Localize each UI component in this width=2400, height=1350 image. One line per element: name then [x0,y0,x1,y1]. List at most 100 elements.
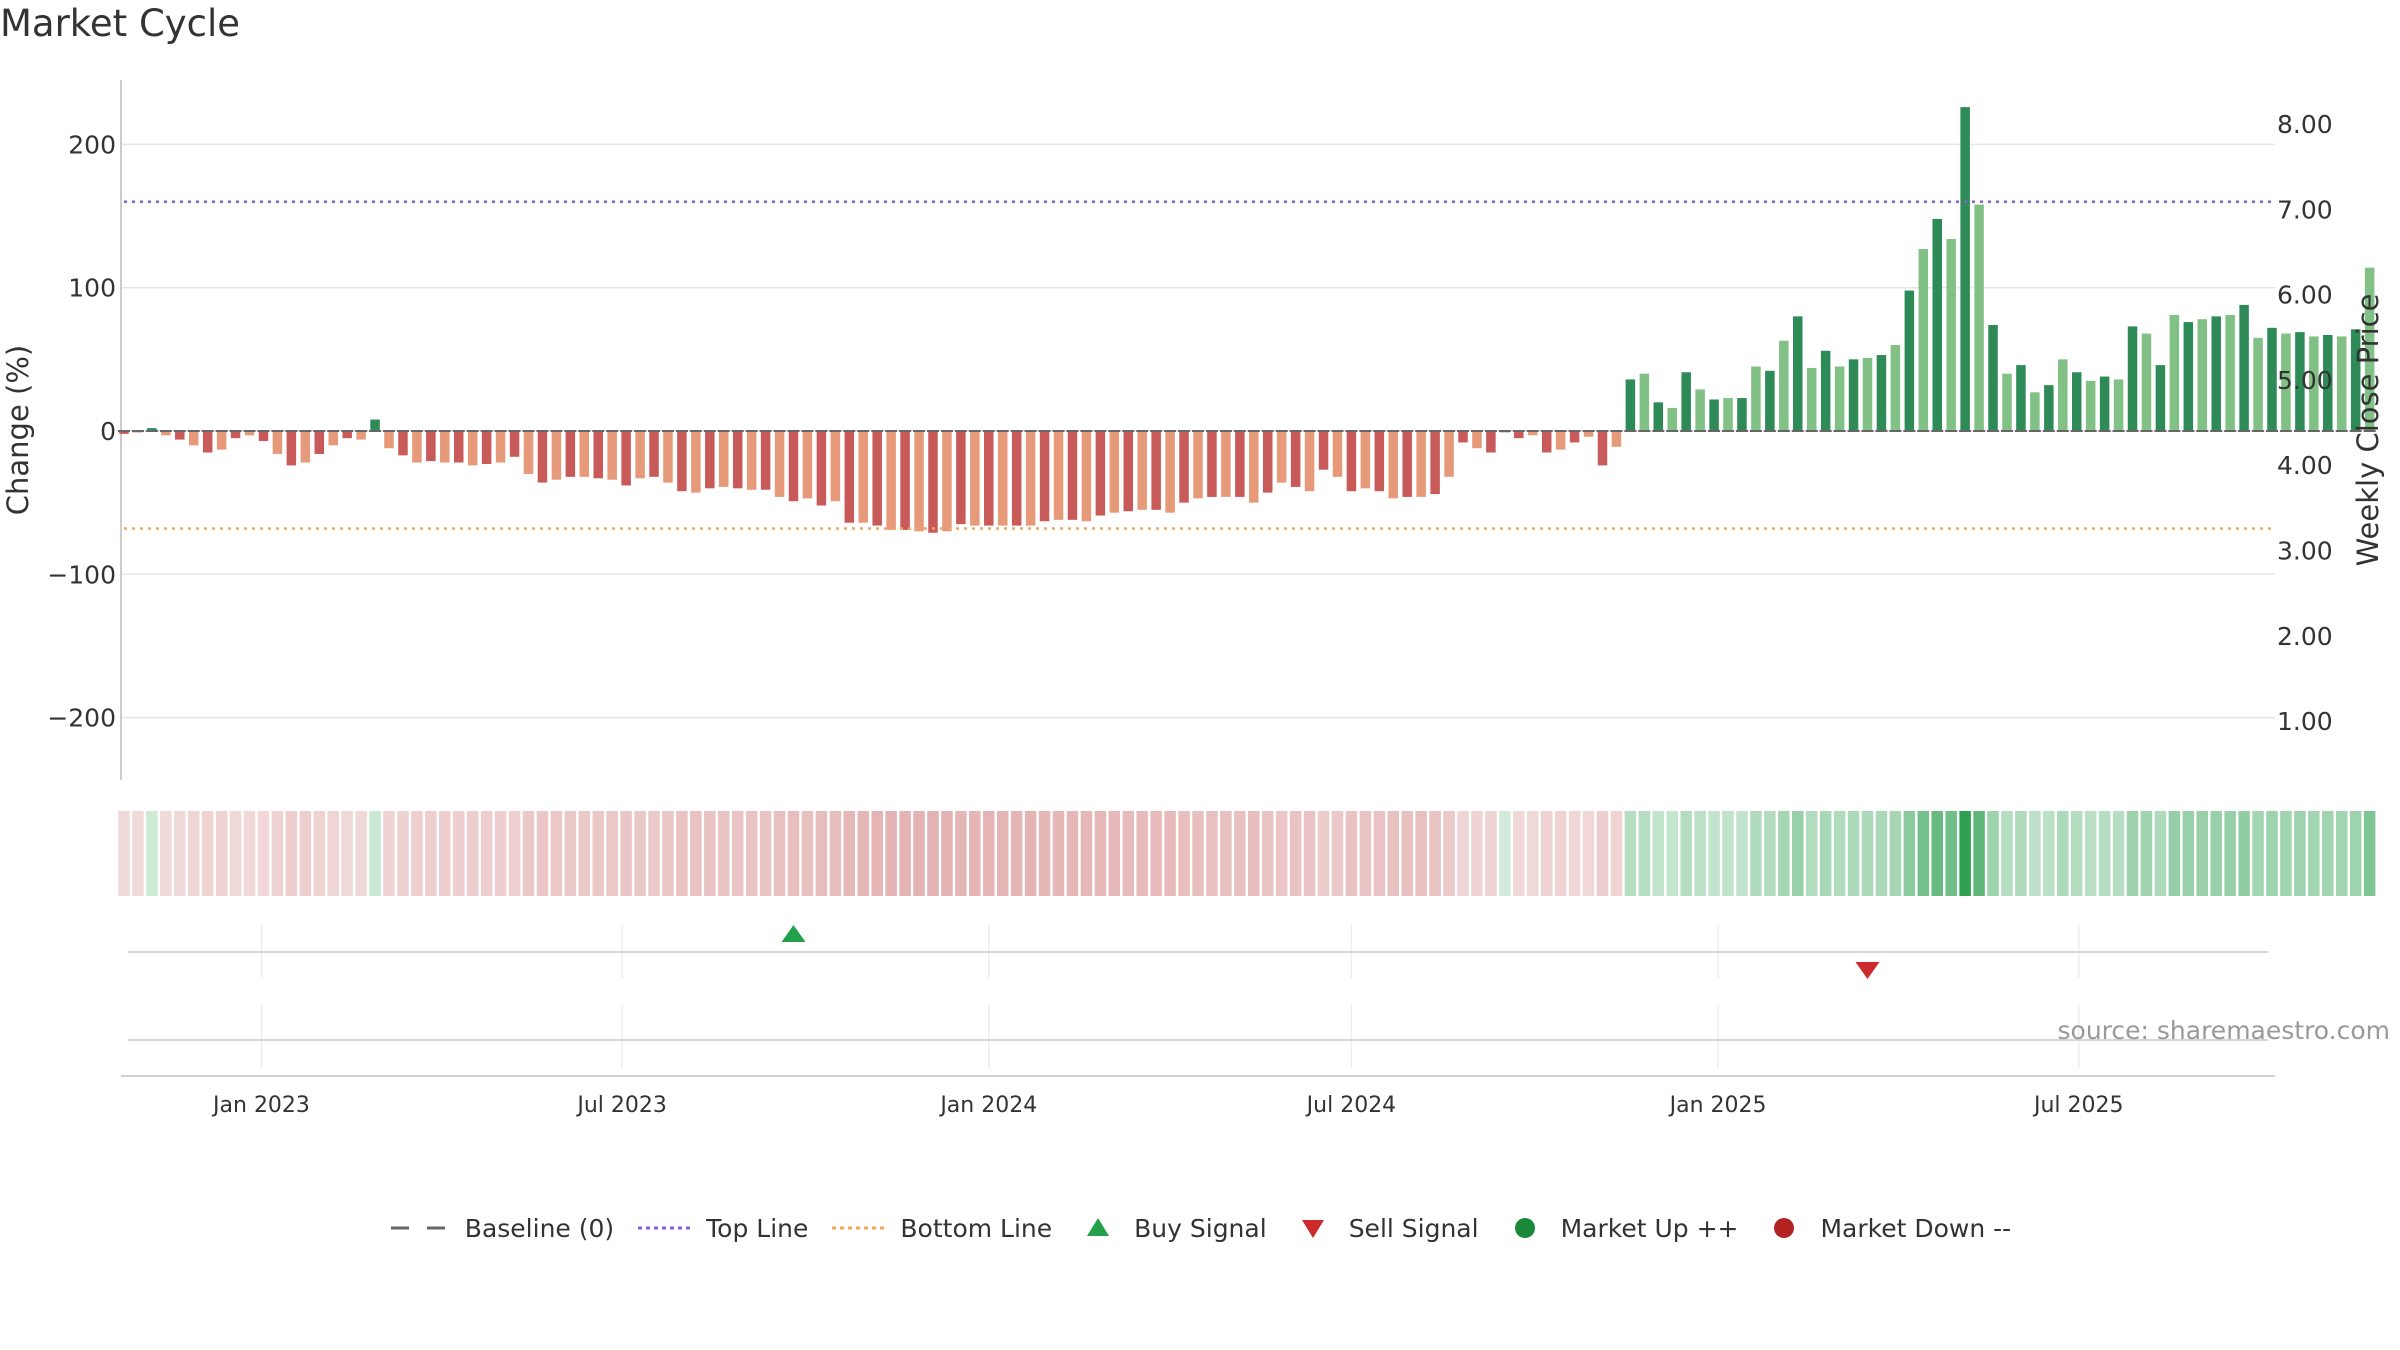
strip-cell [1080,811,1093,896]
strip-cell [2238,811,2250,896]
change-bar [760,431,771,490]
strip-cell [2280,811,2292,896]
change-bar [1011,431,1022,526]
strip-cell [634,811,646,896]
strip-cell [1987,811,1999,896]
strip-cell [1317,811,1330,896]
change-bar [621,431,631,486]
strip-cell [383,811,395,896]
change-bar [356,431,366,440]
strip-cell [1122,811,1135,896]
strip-cell [2084,811,2097,896]
legend-top-line[interactable]: Top Line [636,1214,808,1243]
strip-cell [327,811,339,896]
strip-cell [1331,811,1344,896]
strip-cell [927,811,939,896]
strip-cell [1387,811,1400,896]
strip-cell [1066,811,1079,896]
strip-cell [2335,811,2348,896]
strip-cell [425,811,437,896]
strip-cell [2057,811,2069,896]
strip-cell [2043,811,2055,896]
triangle-down-icon [1301,1220,1324,1238]
strip-cell [2015,811,2027,896]
change-bar [886,431,896,530]
legend-buy-signal[interactable]: Buy Signal [1074,1214,1267,1243]
change-bar [1067,431,1078,520]
change-bar [2309,336,2319,431]
strip-cell [1359,811,1372,896]
change-bar [1430,431,1440,495]
change-bar [635,431,645,479]
change-bar [1583,431,1594,437]
change-bar [1332,431,1343,477]
change-bar [1974,204,1984,431]
strip-cell [2322,811,2334,896]
strip-cell [1861,811,1874,896]
strip-cell [2029,811,2041,896]
change-bar [216,431,227,450]
change-bar [398,431,408,456]
change-bar [2323,334,2333,431]
change-bar [970,431,980,526]
change-bar [1221,431,1231,497]
legend-market-up[interactable]: Market Up ++ [1501,1214,1738,1243]
strip-cell [1945,811,1957,896]
change-bar [1193,431,1203,499]
strip-cell [731,811,744,896]
change-bar [1681,372,1691,431]
change-bar [147,428,157,431]
change-bar [1737,398,1747,431]
strip-cell [1610,811,1623,896]
legend-baseline[interactable]: Baseline (0) [389,1214,614,1243]
change-bar [1555,431,1566,450]
change-bar [1541,431,1552,453]
strip-cell [1805,811,1818,896]
change-bar [1918,249,1929,431]
change-bar [1988,324,1998,431]
strip-cell [1708,811,1720,896]
strip-cell [480,811,493,896]
change-bar [565,431,576,477]
strip-cell [1652,811,1665,896]
change-bar [523,431,534,474]
change-bar [2336,336,2347,431]
strip-cell [676,811,688,896]
change-bar [2295,332,2305,431]
strip-cell [2154,811,2167,896]
strip-cell [1345,811,1358,896]
change-bar [1876,355,1887,431]
x-tick-label: Jul 2025 [2032,1093,2124,1118]
strip-cell [1010,811,1023,896]
strip-cell [2182,811,2195,896]
change-bar [1890,345,1901,431]
sell-signal-marker [1855,962,1880,979]
strip-cell [2001,811,2013,896]
strip-cell [508,811,521,896]
change-bar [579,431,590,477]
change-bar [593,431,603,479]
change-bar [1667,408,1677,431]
strip-cell [1736,811,1748,896]
change-bar [1346,431,1357,492]
legend-bottom-line[interactable]: Bottom Line [830,1214,1052,1243]
strip-cell [369,811,381,896]
change-bar [788,431,799,502]
change-bar [1611,431,1622,447]
change-bar [119,431,129,434]
strip-cell [773,811,786,896]
change-bar [1751,366,1761,431]
strip-cell [955,811,967,896]
strip-cell [745,811,758,896]
x-tick-label: Jul 2024 [1305,1093,1397,1118]
legend-sell-signal[interactable]: Sell Signal [1289,1214,1479,1243]
change-bar [1179,431,1189,503]
change-bar [1597,431,1608,466]
change-bar [984,431,994,526]
change-bar [1793,316,1803,431]
legend-market-down[interactable]: Market Down -- [1760,1214,2011,1243]
strip-cell [1931,811,1943,896]
change-bar [1765,370,1775,431]
strip-cell [257,811,270,896]
strip-cell [1457,811,1469,896]
